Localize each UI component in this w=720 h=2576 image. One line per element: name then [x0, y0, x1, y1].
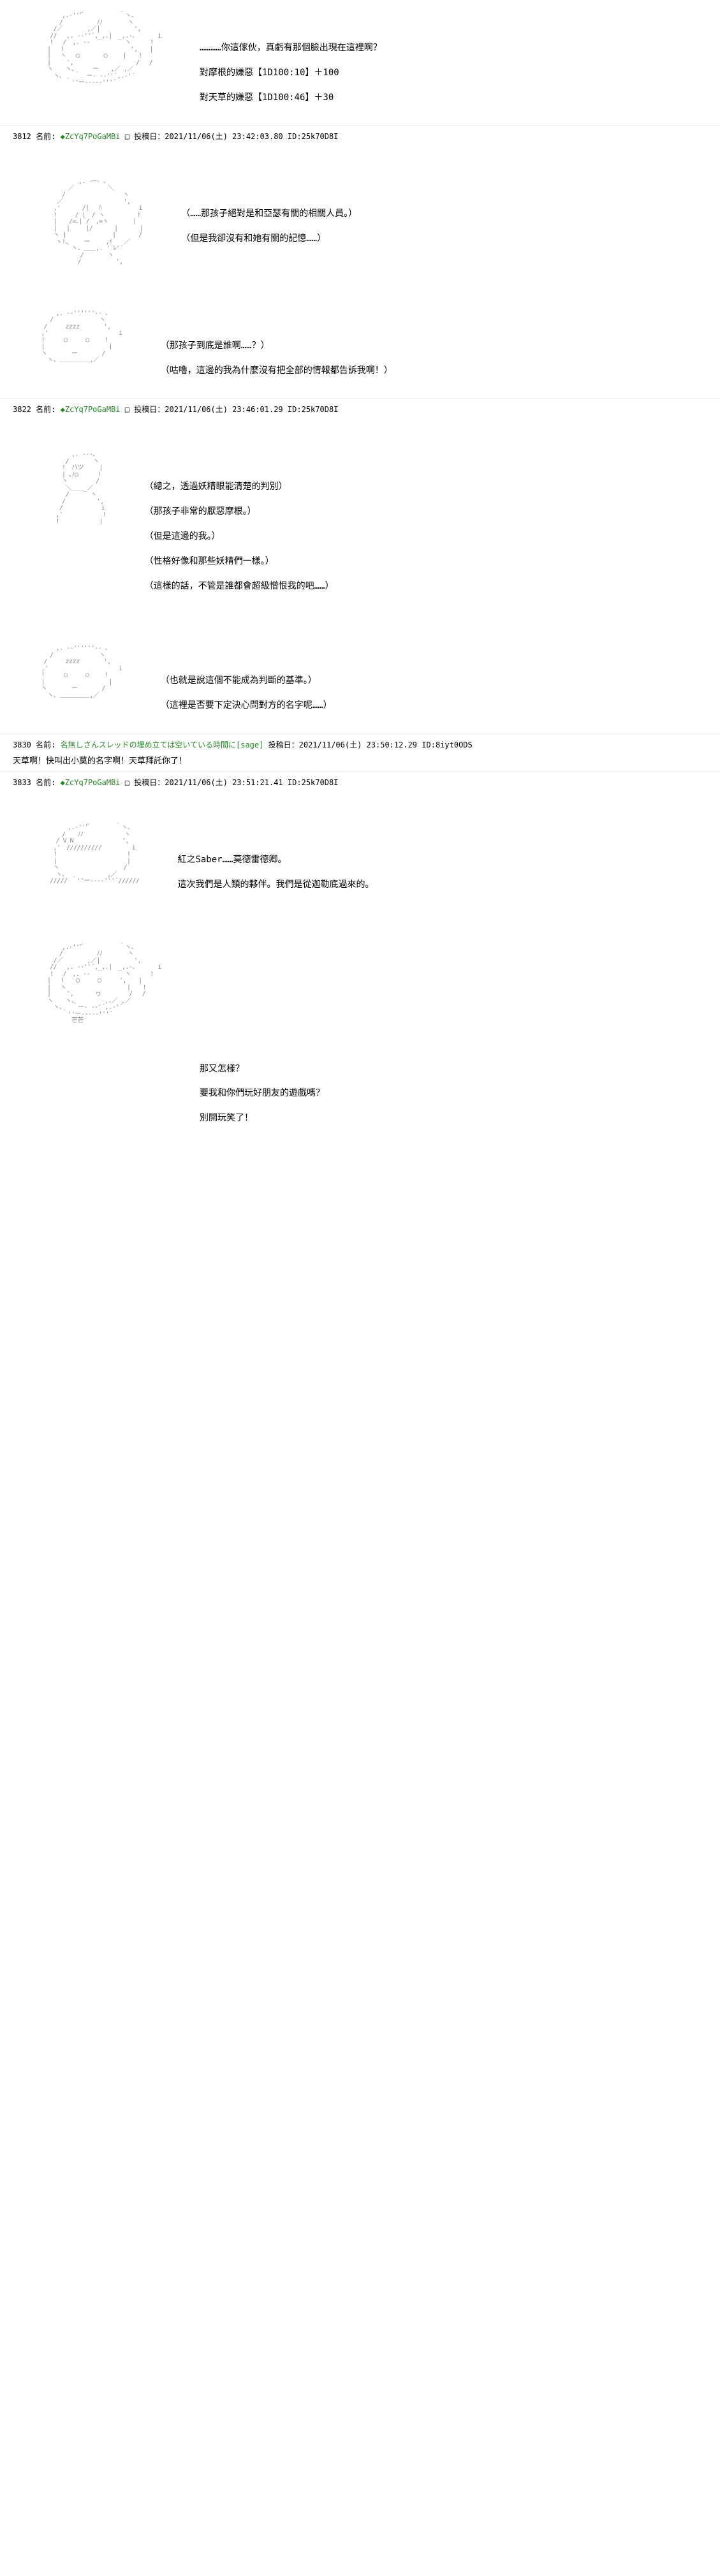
post-name-label: 名前:	[36, 778, 55, 787]
dialogue-line: （總之，透過妖精眼能清楚的判別）	[145, 477, 334, 497]
dialogue-line: 別開玩笑了！	[200, 1108, 325, 1128]
panel-4: ,. -‐-、 / ヽ ! ハツ | | ､ﾉ○ ! ヽ / ＼＿＿_／ / ヽ…	[0, 439, 720, 614]
ascii-art-2: ,. -─- 、 ／ ＼ / ヽ ／ ', ,' /| ﾊ i ! / | / …	[26, 179, 143, 266]
panel-6: ,.-'''ﾞ ｀ヽ、 / ﾉﾉ ヽ / V N ', ,' /////////…	[0, 812, 720, 913]
post-trip: ◆ZcYq7PoGaMBi	[61, 405, 121, 414]
spacer	[0, 279, 720, 298]
post-date-label: 投稿日	[134, 132, 157, 141]
dialogue-line: 對摩根的嫌惡【1D100:10】＋100	[200, 63, 382, 83]
ascii-art-4: ,. -‐-、 / ヽ ! ハツ | | ､ﾉ○ ! ヽ / ＼＿＿_／ / ヽ…	[26, 452, 107, 526]
post-sep: □	[125, 132, 129, 141]
dialogue-4: （總之，透過妖精眼能清楚的判別） （那孩子非常的厭惡摩根。） （但是這邊的我。）…	[107, 452, 334, 601]
dialogue-line: （……那孩子絕對是和亞瑟有關的相關人員。）	[181, 204, 357, 224]
ascii-art-7: ,.-'''ﾞ ｀ヽ、 / ﾉﾉ ヽ /／ ,／| ', // ,. -‐''´…	[26, 945, 161, 1025]
post-date: 2021/11/06(土) 23:50:12.29	[299, 740, 417, 749]
ascii-art-3: ,. -‐''''''‐- 、 / ヽ / zzzz ', ,' i ! ○ ○…	[26, 311, 122, 364]
ascii-art-5: ,. -‐''''''‐- 、 / ヽ / zzzz ', ,' i ! ○ ○…	[26, 645, 122, 699]
dialogue-line: （這樣的話，不管是誰都會超級憎恨我的吧……）	[145, 577, 334, 596]
dialogue-2: （……那孩子絕對是和亞瑟有關的相關人員。） （但是我卻沒有和她有關的記憶……）	[143, 179, 357, 254]
post-name-label: 名前:	[36, 740, 55, 749]
dialogue-line: （那孩子非常的厭惡摩根。）	[145, 502, 334, 522]
post-date-label: 投稿日	[268, 740, 291, 749]
panel-5: ,. -‐''''''‐- 、 / ヽ / zzzz ', ,' i ! ○ ○…	[0, 633, 720, 733]
post-num: 3822	[13, 405, 31, 414]
dialogue-line: （那孩子到底是誰啊……？）	[161, 336, 393, 356]
dialogue-line: （但是這邊的我。）	[145, 527, 334, 547]
dialogue-line: （但是我卻沒有和她有關的記憶……）	[181, 229, 357, 249]
post-sep: □	[125, 778, 129, 787]
dialogue-line: 要我和你們玩好朋友的遊戲嗎？	[200, 1084, 325, 1103]
post-trip: 名無しさんスレッドの埋め立ては空いている時間に[sage]	[61, 740, 264, 749]
dialogue-line: （咕嚕，這邊的我為什麼沒有把全部的情報都告訴我啊！）	[161, 361, 393, 381]
post-id-label: ID:	[422, 740, 436, 749]
spacer	[0, 614, 720, 633]
dialogue-line: 這次我們是人類的夥伴。我們是從迦勒底過來的。	[177, 875, 374, 895]
panel-2: ,. -─- 、 ／ ＼ / ヽ ／ ', ,' /| ﾊ i ! / | / …	[0, 166, 720, 279]
panel-1: ,.-'''ﾞ ｀ヽ、 / ﾉﾉ ヽ /／ ,／| ', // ,. -‐''´…	[0, 0, 720, 125]
dialogue-1: …………你這傢伙，真虧有那個臉出現在這裡啊？ 對摩根的嫌惡【1D100:10】＋…	[161, 13, 382, 112]
dialogue-5: （也就是說這個不能成為判斷的基準。） （這裡是否要下定決心問對方的名字呢……）	[122, 645, 332, 721]
post-header-3812: 3812 名前: ◆ZcYq7PoGaMBi □ 投稿日：2021/11/06(…	[0, 125, 720, 147]
panel-3: ,. -‐''''''‐- 、 / ヽ / zzzz ', ,' i ! ○ ○…	[0, 298, 720, 399]
post-body: 天草啊！快叫出小莫的名字啊！天草拜託你了！	[13, 750, 707, 766]
post-id: 25k70D8I	[302, 778, 339, 787]
post-id: 25k70D8I	[302, 132, 339, 141]
post-id-label: ID:	[288, 405, 302, 414]
post-sep: □	[125, 405, 129, 414]
spacer	[0, 913, 720, 932]
spacer	[0, 793, 720, 812]
post-name-label: 名前:	[36, 132, 55, 141]
ascii-art-1: ,.-'''ﾞ ｀ヽ、 / ﾉﾉ ヽ /／ ,／| ', // ,. -‐''´…	[26, 13, 161, 87]
dialogue-line: （這裡是否要下定決心問對方的名字呢……）	[161, 696, 332, 716]
post-num: 3830	[13, 740, 31, 749]
post-num: 3812	[13, 132, 31, 141]
dialogue-line: 對天草的嫌惡【1D100:46】＋30	[200, 88, 382, 108]
post-header-3830: 3830 名前: 名無しさんスレッドの埋め立ては空いている時間に[sage] 投…	[0, 733, 720, 771]
dialogue-6: 紅之Saber……莫德雷德卿。 這次我們是人類的夥伴。我們是從迦勒底過來的。	[139, 825, 374, 900]
dialogue-7: 那又怎樣？ 要我和你們玩好朋友的遊戲嗎？ 別開玩笑了！	[161, 945, 325, 1133]
dialogue-line: （性格好像和那些妖精們一樣。）	[145, 552, 334, 571]
post-name-label: 名前:	[36, 405, 55, 414]
panel-7: ,.-'''ﾞ ｀ヽ、 / ﾉﾉ ヽ /／ ,／| ', // ,. -‐''´…	[0, 932, 720, 1146]
dialogue-line: （也就是說這個不能成為判斷的基準。）	[161, 671, 332, 691]
post-date: 2021/11/06(土) 23:51:21.41	[165, 778, 283, 787]
post-id: 25k70D8I	[302, 405, 339, 414]
post-trip: ◆ZcYq7PoGaMBi	[61, 778, 121, 787]
spacer	[0, 420, 720, 439]
post-num: 3833	[13, 778, 31, 787]
post-id-label: ID:	[288, 132, 302, 141]
dialogue-line: 那又怎樣？	[200, 1059, 325, 1079]
post-date: 2021/11/06(土) 23:46:01.29	[165, 405, 283, 414]
post-id-label: ID:	[288, 778, 302, 787]
spacer	[0, 147, 720, 166]
post-trip: ◆ZcYq7PoGaMBi	[61, 132, 121, 141]
dialogue-3: （那孩子到底是誰啊……？） （咕嚕，這邊的我為什麼沒有把全部的情報都告訴我啊！）	[122, 311, 393, 386]
post-id: 8iyt0ODS	[436, 740, 473, 749]
post-header-3822: 3822 名前: ◆ZcYq7PoGaMBi □ 投稿日：2021/11/06(…	[0, 398, 720, 420]
post-date-label: 投稿日	[134, 778, 157, 787]
post-date-label: 投稿日	[134, 405, 157, 414]
dialogue-line: …………你這傢伙，真虧有那個臉出現在這裡啊？	[200, 38, 382, 58]
ascii-art-6: ,.-'''ﾞ ｀ヽ、 / ﾉﾉ ヽ / V N ', ,' /////////…	[26, 825, 139, 885]
dialogue-line: 紅之Saber……莫德雷德卿。	[177, 850, 374, 870]
post-header-3833: 3833 名前: ◆ZcYq7PoGaMBi □ 投稿日：2021/11/06(…	[0, 771, 720, 793]
post-date: 2021/11/06(土) 23:42:03.80	[165, 132, 283, 141]
